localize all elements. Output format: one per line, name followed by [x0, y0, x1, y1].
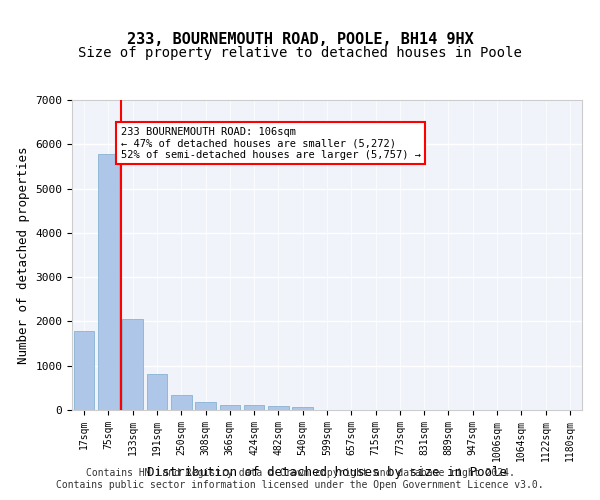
Y-axis label: Number of detached properties: Number of detached properties: [17, 146, 30, 364]
Bar: [244, 406, 265, 410]
Bar: [268, 406, 289, 410]
Bar: [220, 405, 240, 410]
Text: 233, BOURNEMOUTH ROAD, POOLE, BH14 9HX: 233, BOURNEMOUTH ROAD, POOLE, BH14 9HX: [127, 32, 473, 48]
Bar: [292, 406, 313, 410]
Bar: [195, 402, 216, 410]
Bar: [98, 154, 119, 410]
Text: 233 BOURNEMOUTH ROAD: 106sqm
← 47% of detached houses are smaller (5,272)
52% of: 233 BOURNEMOUTH ROAD: 106sqm ← 47% of de…: [121, 126, 421, 160]
X-axis label: Distribution of detached houses by size in Poole: Distribution of detached houses by size …: [147, 466, 507, 479]
Bar: [171, 395, 191, 410]
Bar: [146, 374, 167, 410]
Text: Contains HM Land Registry data © Crown copyright and database right 2024.
Contai: Contains HM Land Registry data © Crown c…: [56, 468, 544, 490]
Text: Size of property relative to detached houses in Poole: Size of property relative to detached ho…: [78, 46, 522, 60]
Bar: [74, 331, 94, 410]
Bar: [122, 319, 143, 410]
